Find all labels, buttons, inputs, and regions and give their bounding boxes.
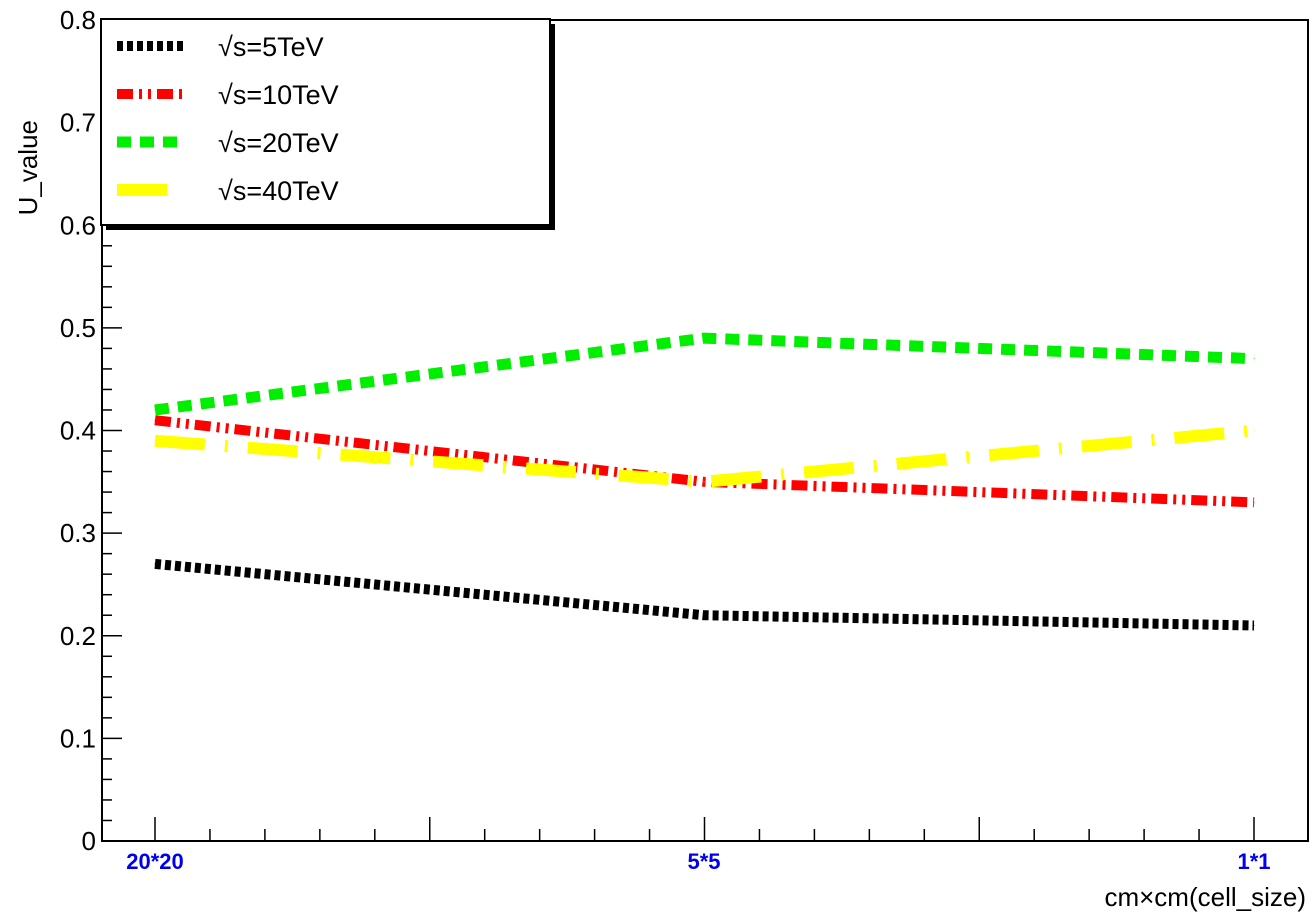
y-tick-label: 0.4: [60, 416, 96, 446]
x-tick-label: 5*5: [687, 849, 720, 874]
data-point: [154, 419, 156, 421]
x-axis-title: cm×cm(cell_size): [1104, 882, 1306, 912]
series-line: [154, 415, 1255, 508]
legend: √s=5TeV √s=10TeV √s=20TeV √s=40TeV: [100, 18, 555, 230]
y-tick-label: 0.2: [60, 621, 96, 651]
x-tick-label: 1*1: [1237, 849, 1270, 874]
data-point: [703, 481, 705, 483]
legend-label: √s=10TeV: [218, 80, 339, 110]
data-point: [1253, 501, 1255, 503]
data-point: [154, 409, 156, 411]
series-layer: [154, 332, 1255, 631]
y-tick-label: 0: [82, 826, 96, 856]
series-line: [154, 332, 1255, 416]
data-point: [154, 563, 156, 565]
y-axis: 0 0.1 0.2 0.3 0.4 0.5 0.6 0.7 0.8: [60, 5, 122, 856]
y-tick-label: 0.7: [60, 108, 96, 138]
data-point: [703, 614, 705, 616]
x-axis: 20*20 5*5 1*1: [126, 817, 1271, 874]
data-point: [1253, 358, 1255, 360]
y-tick-label: 0.8: [60, 5, 96, 35]
y-tick-label: 0.1: [60, 723, 96, 753]
y-tick-label: 0.3: [60, 518, 96, 548]
legend-label: √s=5TeV: [218, 32, 324, 62]
data-point: [154, 440, 156, 442]
y-axis-title: U_value: [13, 120, 43, 215]
data-point: [703, 337, 705, 339]
y-tick-label: 0.6: [60, 210, 96, 240]
x-tick-label: 20*20: [126, 849, 184, 874]
data-point: [1253, 624, 1255, 626]
y-tick-label: 0.5: [60, 313, 96, 343]
series-line: [154, 558, 1255, 631]
legend-box: [100, 18, 551, 226]
legend-label: √s=20TeV: [218, 128, 339, 158]
data-point: [1253, 430, 1255, 431]
legend-label: √s=40TeV: [218, 176, 339, 206]
